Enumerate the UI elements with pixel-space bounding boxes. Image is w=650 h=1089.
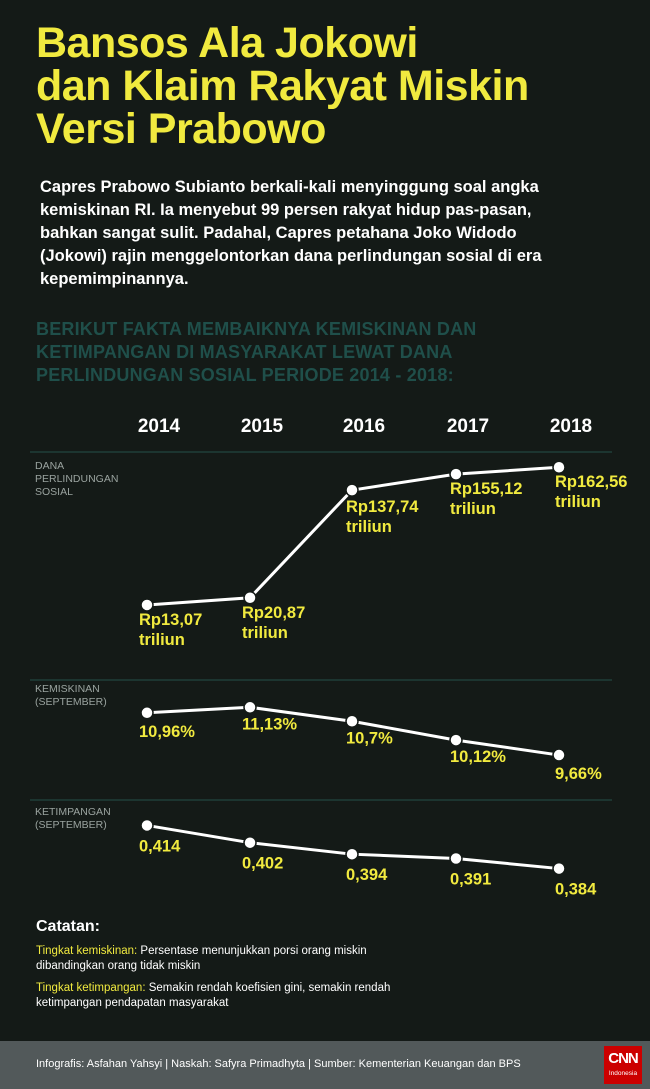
data-label: 10,12% xyxy=(450,748,506,766)
data-label: 0,384 xyxy=(555,881,597,899)
series-label: KEMISKINAN xyxy=(35,683,100,695)
data-point xyxy=(345,714,359,728)
logo-text: CNN xyxy=(608,1050,639,1067)
note-inequality: Tingkat ketimpangan: Semakin rendah koef… xyxy=(36,981,596,1011)
intro-line: Capres Prabowo Subianto berkali-kali men… xyxy=(40,178,539,196)
series-label: SOSIAL xyxy=(35,486,73,498)
logo-subtext: Indonesia xyxy=(608,1070,638,1077)
note-text: ketimpangan pendapatan masyarakat xyxy=(36,997,229,1009)
data-label: Rp13,07 xyxy=(139,611,202,629)
year-label: 2016 xyxy=(343,416,385,437)
data-point xyxy=(140,706,154,720)
subhead-line: PERLINDUNGAN SOSIAL PERIODE 2014 - 2018: xyxy=(36,365,454,385)
data-label: triliun xyxy=(450,500,496,518)
series-label: DANA xyxy=(35,460,64,472)
data-point xyxy=(552,861,566,876)
data-label: Rp137,74 xyxy=(346,498,419,516)
series-label: (SEPTEMBER) xyxy=(35,819,107,831)
note-text: Persentase menunjukkan porsi orang miski… xyxy=(137,945,367,957)
data-point xyxy=(243,835,257,850)
data-point xyxy=(552,460,566,474)
series-label: (SEPTEMBER) xyxy=(35,696,107,708)
cnn-logo: CNN Indonesia xyxy=(604,1046,642,1084)
data-label: 9,66% xyxy=(555,765,602,783)
data-label: 11,13% xyxy=(242,715,297,733)
data-label: Rp20,87 xyxy=(242,604,305,622)
data-label: 0,391 xyxy=(450,871,491,889)
data-label: triliun xyxy=(139,631,185,649)
data-label: triliun xyxy=(346,518,392,536)
notes-title: Catatan: xyxy=(36,918,101,935)
data-point xyxy=(345,847,359,861)
intro-line: kepemimpinannya. xyxy=(40,270,189,288)
note-text: dibandingkan orang tidak miskin xyxy=(36,960,201,972)
line-chart: 2014 2015 2016 2017 2018 DANAPERLINDUNGANSOSI… xyxy=(30,416,627,899)
data-label: 0,414 xyxy=(139,837,181,855)
title-line: Bansos Ala Jokowi xyxy=(36,19,418,67)
year-label: 2017 xyxy=(447,416,489,437)
note-term: Tingkat kemiskinan: xyxy=(36,945,138,957)
series-line xyxy=(146,823,560,871)
footer-bar: Infografis: Asfahan Yahsyi | Naskah: Saf… xyxy=(0,1041,650,1089)
data-point xyxy=(140,818,154,833)
year-label: 2014 xyxy=(138,416,181,437)
note-term: Tingkat ketimpangan: xyxy=(36,982,146,994)
intro-paragraph: Capres Prabowo Subianto berkali-kali men… xyxy=(40,176,600,291)
series-label: PERLINDUNGAN xyxy=(35,473,118,485)
subhead-line: KETIMPANGAN DI MASYARAKAT LEWAT DANA xyxy=(36,342,453,362)
data-label: Rp162,56 xyxy=(555,473,627,491)
data-point xyxy=(449,733,463,747)
data-label: Rp155,12 xyxy=(450,480,522,498)
data-point xyxy=(243,591,257,605)
data-label: 0,402 xyxy=(242,855,283,873)
intro-line: kemiskinan RI. Ia menyebut 99 persen rak… xyxy=(40,201,532,219)
data-point xyxy=(449,467,463,481)
series-label: KETIMPANGAN xyxy=(35,806,111,818)
intro-line: (Jokowi) rajin menggelontorkan dana perl… xyxy=(40,247,542,265)
chart-subheading: BERIKUT FAKTA MEMBAIKNYA KEMISKINAN DAN … xyxy=(36,318,616,387)
data-label: triliun xyxy=(242,624,288,642)
title-line: dan Klaim Rakyat Miskin xyxy=(36,62,529,110)
data-point xyxy=(140,598,154,612)
note-poverty: Tingkat kemiskinan: Persentase menunjukk… xyxy=(36,944,596,974)
year-label: 2015 xyxy=(241,416,284,437)
data-point xyxy=(243,700,257,715)
data-point xyxy=(552,748,566,762)
infographic-title: Bansos Ala Jokowi dan Klaim Rakyat Miski… xyxy=(36,22,636,151)
data-point xyxy=(449,851,463,866)
data-label: triliun xyxy=(555,493,601,511)
subhead-line: BERIKUT FAKTA MEMBAIKNYA KEMISKINAN DAN xyxy=(36,319,477,339)
footer-credits: Infografis: Asfahan Yahsyi | Naskah: Saf… xyxy=(36,1058,521,1070)
intro-line: bahkan sangat sulit. Padahal, Capres pet… xyxy=(40,224,517,242)
data-label: 10,7% xyxy=(346,729,393,747)
data-label: 0,394 xyxy=(346,866,388,884)
data-point xyxy=(345,483,359,497)
notes-section: Catatan: Tingkat kemiskinan: Persentase … xyxy=(36,918,596,1018)
note-text: Semakin rendah koefisien gini, semakin r… xyxy=(145,982,391,994)
title-line: Versi Prabowo xyxy=(36,105,326,153)
data-label: 10,96% xyxy=(139,723,195,741)
year-label: 2018 xyxy=(550,416,592,437)
